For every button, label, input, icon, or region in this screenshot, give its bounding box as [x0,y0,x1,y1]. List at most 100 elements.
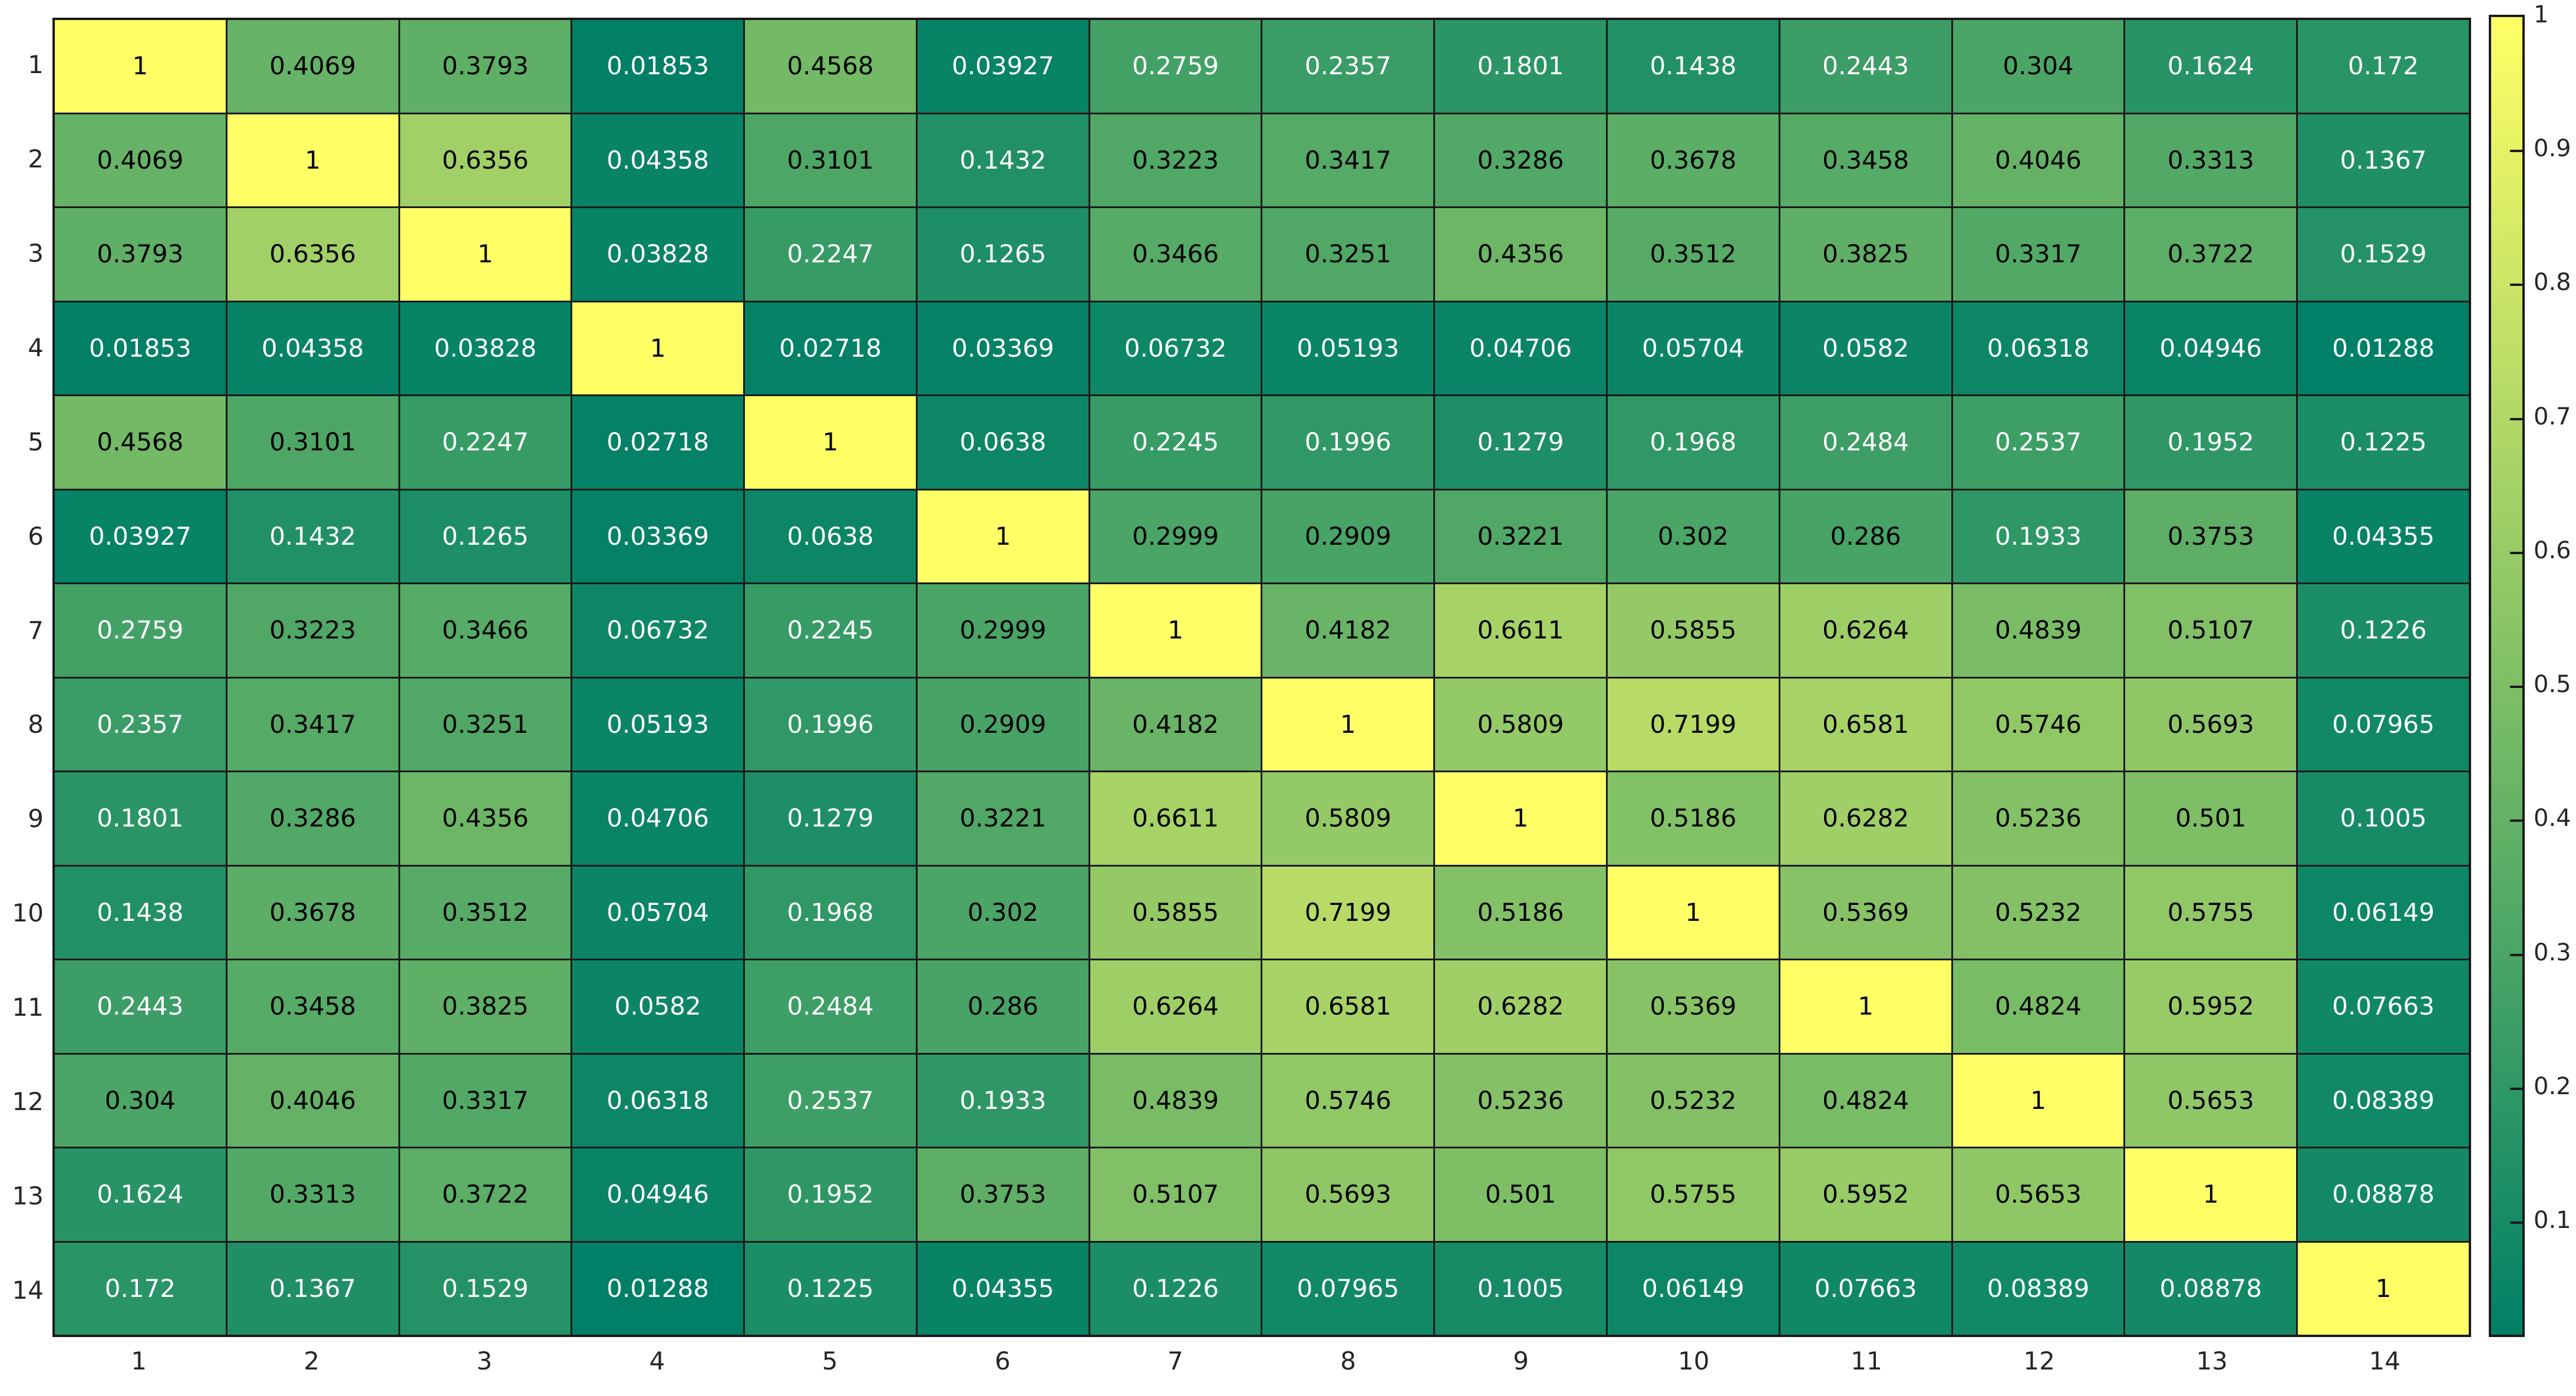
heatmap-cell: 0.07965 [1262,1242,1434,1335]
heatmap-cell: 0.05704 [1608,302,1779,394]
heatmap-cell: 0.1933 [917,1054,1089,1147]
heatmap-cell: 0.3753 [917,1148,1089,1241]
heatmap-cell: 0.4824 [1952,960,2124,1053]
heatmap-cell: 0.6282 [1435,960,1607,1053]
colorbar-tick [2510,417,2522,420]
heatmap-cell: 0.4356 [400,772,571,865]
heatmap-cell: 0.5746 [1262,1054,1434,1147]
heatmap-cell: 0.302 [1608,490,1779,582]
heatmap-cell: 0.4069 [227,20,398,113]
heatmap-cell: 0.5653 [2125,1054,2297,1147]
colorbar-tick-label: 0.4 [2534,805,2571,832]
heatmap-cell: 0.5369 [1780,866,1951,959]
heatmap-cell: 0.0638 [745,490,916,582]
heatmap-cell: 0.5369 [1608,960,1779,1053]
heatmap-cell: 0.2999 [917,584,1089,677]
heatmap-cell: 0.1265 [400,490,571,582]
heatmap-cell: 0.3221 [1435,490,1607,582]
colorbar-tick-label: 0.9 [2534,135,2571,163]
heatmap-cell: 0.501 [1435,1148,1607,1241]
heatmap-cell: 0.3101 [227,396,398,489]
heatmap-grid: 1 0.4069 0.3793 0.01853 0.4568 0.03927 0.2759 0… [52,18,2471,1337]
heatmap-cell: 0.2357 [55,678,226,771]
heatmap-cell: 0.4839 [1952,584,2124,677]
heatmap-cell: 0.5232 [1608,1054,1779,1147]
heatmap-cell: 0.4046 [227,1054,398,1147]
heatmap-cell: 0.2537 [745,1054,916,1147]
heatmap-cell: 0.3101 [745,114,916,206]
colorbar-tick-label: 0.1 [2534,1207,2571,1234]
heatmap-cell: 0.6611 [1090,772,1261,865]
heatmap-cell: 0.5236 [1435,1054,1607,1147]
heatmap-cell: 0.1801 [55,772,226,865]
heatmap-cell: 0.06732 [572,584,744,677]
heatmap-cell: 0.172 [55,1242,226,1335]
heatmap-cell: 0.08389 [2298,1054,2469,1147]
heatmap-cell: 0.2247 [745,208,916,301]
heatmap-cell: 0.04355 [917,1242,1089,1335]
heatmap-cell: 0.4069 [55,114,226,206]
heatmap-cell: 0.1952 [745,1148,916,1241]
heatmap-cell: 0.3313 [2125,114,2297,206]
heatmap-cell: 0.5107 [1090,1148,1261,1241]
heatmap-cell: 0.4568 [745,20,916,113]
heatmap-cell: 0.1529 [2298,208,2469,301]
heatmap-cell: 0.5755 [2125,866,2297,959]
heatmap-cell: 0.3317 [1952,208,2124,301]
heatmap-cell: 0.4824 [1780,1054,1951,1147]
colorbar-tick-label: 0.8 [2534,269,2571,297]
heatmap-cell: 1 [1090,584,1261,677]
heatmap-cell: 0.2759 [55,584,226,677]
heatmap-cell: 0.2484 [1780,396,1951,489]
heatmap-cell: 0.3286 [1435,114,1607,206]
heatmap-cell: 0.3251 [1262,208,1434,301]
heatmap-cell: 0.1367 [2298,114,2469,206]
heatmap-cell: 0.7199 [1262,866,1434,959]
heatmap-cell: 0.05193 [572,678,744,771]
y-tick-label: 3 [28,239,44,268]
heatmap-cell: 0.4356 [1435,208,1607,301]
heatmap-cell: 0.6611 [1435,584,1607,677]
heatmap-cell: 0.5693 [2125,678,2297,771]
heatmap-cell: 1 [2125,1148,2297,1241]
x-tick-label: 2 [304,1346,320,1375]
heatmap-cell: 0.5755 [1608,1148,1779,1241]
heatmap-cell: 0.1952 [2125,396,2297,489]
heatmap-cell: 0.304 [55,1054,226,1147]
heatmap-cell: 0.302 [917,866,1089,959]
heatmap-cell: 0.4182 [1262,584,1434,677]
colorbar-tick-label: 0.7 [2534,403,2571,430]
heatmap-cell: 1 [1435,772,1607,865]
x-tick-label: 6 [994,1346,1011,1375]
heatmap-cell: 0.1279 [745,772,916,865]
heatmap-cell: 0.6581 [1780,678,1951,771]
x-tick-label: 10 [1678,1346,1710,1375]
heatmap-cell: 0.03927 [55,490,226,582]
heatmap-cell: 0.07663 [1780,1242,1951,1335]
heatmap-cell: 0.5232 [1952,866,2124,959]
heatmap-cell: 0.5693 [1262,1148,1434,1241]
heatmap-cell: 0.2443 [55,960,226,1053]
heatmap-cell: 0.04706 [1435,302,1607,394]
heatmap-cell: 0.08389 [1952,1242,2124,1335]
heatmap-cell: 0.1225 [745,1242,916,1335]
heatmap-cell: 0.3512 [1608,208,1779,301]
heatmap-cell: 0.02718 [745,302,916,394]
heatmap-cell: 0.3313 [227,1148,398,1241]
heatmap-cell: 0.04706 [572,772,744,865]
colorbar-tick [2510,284,2522,287]
heatmap-cell: 0.1265 [917,208,1089,301]
x-tick-label: 9 [1513,1346,1529,1375]
heatmap-cell: 0.1226 [2298,584,2469,677]
heatmap-cell: 1 [1780,960,1951,1053]
colorbar-tick-label: 0.6 [2534,536,2571,564]
heatmap-cell: 0.3793 [400,20,571,113]
heatmap-cell: 0.04358 [227,302,398,394]
heatmap-cell: 0.3825 [400,960,571,1053]
heatmap-cell: 0.3417 [1262,114,1434,206]
heatmap-cell: 0.3793 [55,208,226,301]
heatmap-cell: 0.4839 [1090,1054,1261,1147]
heatmap-cell: 0.3223 [227,584,398,677]
heatmap-cell: 0.01288 [572,1242,744,1335]
heatmap-cell: 0.07965 [2298,678,2469,771]
